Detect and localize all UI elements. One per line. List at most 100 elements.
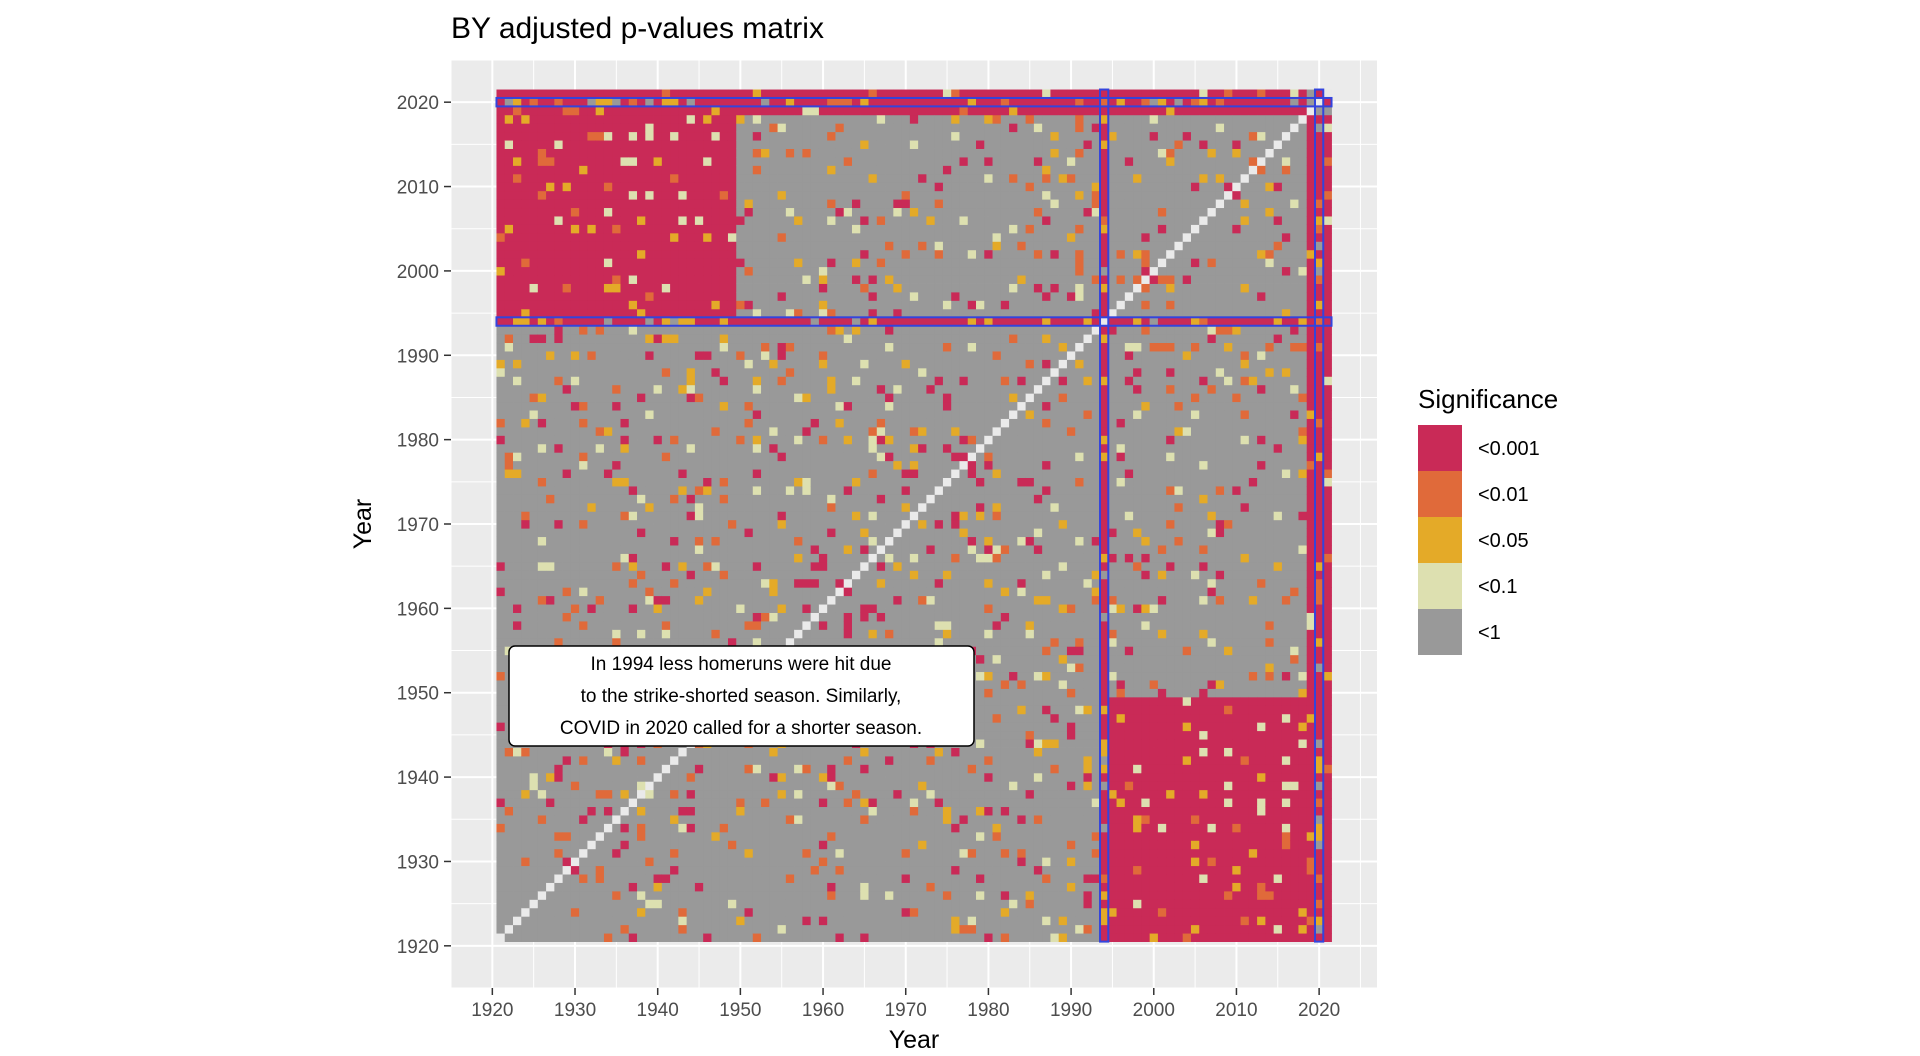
heatmap-cell: [711, 502, 721, 512]
heatmap-cell: [645, 165, 654, 175]
heatmap-cell: [835, 561, 845, 571]
heatmap-cell: [802, 401, 812, 411]
heatmap-cell: [711, 629, 721, 639]
heatmap-cell: [827, 199, 836, 209]
heatmap-cell: [686, 275, 696, 284]
heatmap-cell: [744, 190, 754, 200]
heatmap-cell: [579, 545, 588, 554]
heatmap-cell: [678, 216, 688, 225]
heatmap-cell: [661, 629, 671, 639]
heatmap-cell: [794, 308, 803, 318]
heatmap-cell: [529, 123, 539, 133]
heatmap-cell: [711, 283, 721, 293]
heatmap-cell: [777, 266, 787, 276]
heatmap-cell: [678, 815, 688, 824]
heatmap-cell: [579, 477, 588, 487]
heatmap-cell: [694, 106, 704, 116]
heatmap-cell: [678, 890, 688, 900]
heatmap-cell: [661, 376, 671, 386]
heatmap-cell: [661, 460, 671, 470]
heatmap-cell: [727, 157, 737, 166]
heatmap-cell: [603, 460, 613, 470]
heatmap-cell: [761, 823, 770, 833]
heatmap-cell: [537, 114, 547, 124]
heatmap-cell: [744, 384, 754, 394]
heatmap-cell: [496, 713, 506, 723]
heatmap-cell: [694, 182, 704, 192]
heatmap-cell: [595, 848, 605, 858]
heatmap-cell: [513, 207, 522, 217]
heatmap-cell: [827, 536, 836, 546]
heatmap-cell: [587, 798, 597, 808]
heatmap-cell: [785, 114, 795, 124]
heatmap-cell: [893, 815, 902, 824]
heatmap-cell: [802, 789, 812, 799]
heatmap-cell: [529, 933, 539, 942]
heatmap-cell: [496, 232, 506, 242]
heatmap-cell: [744, 241, 754, 251]
heatmap-cell: [587, 199, 597, 209]
heatmap-cell: [620, 545, 630, 554]
heatmap-cell: [587, 756, 597, 765]
heatmap-cell: [570, 292, 580, 301]
heatmap-cell: [628, 216, 638, 225]
heatmap-cell: [885, 536, 894, 546]
heatmap-cell: [777, 519, 787, 529]
heatmap-cell: [620, 806, 630, 816]
heatmap-cell: [868, 283, 878, 293]
heatmap-cell: [719, 789, 729, 799]
heatmap-cell: [885, 528, 894, 538]
heatmap-cell: [529, 410, 539, 419]
heatmap-cell: [860, 604, 869, 613]
heatmap-cell: [802, 519, 812, 529]
heatmap-cell: [777, 494, 787, 504]
heatmap-cell: [670, 519, 679, 529]
heatmap-cell: [570, 798, 580, 808]
heatmap-cell: [736, 435, 745, 445]
heatmap-cell: [645, 258, 654, 268]
heatmap-cell: [637, 123, 646, 133]
heatmap-cell: [868, 604, 878, 613]
heatmap-cell: [645, 384, 654, 394]
heatmap-cell: [620, 772, 630, 782]
heatmap-cell: [686, 114, 696, 124]
heatmap-cell: [537, 621, 547, 630]
heatmap-cell: [703, 469, 712, 478]
heatmap-cell: [752, 553, 762, 563]
heatmap-cell: [620, 190, 630, 200]
heatmap-cell: [661, 241, 671, 251]
heatmap-cell: [868, 224, 878, 234]
heatmap-cell: [794, 612, 803, 622]
heatmap-cell: [595, 460, 605, 470]
heatmap-cell: [868, 300, 878, 310]
heatmap-cell: [496, 426, 506, 436]
heatmap-cell: [802, 258, 812, 268]
heatmap-cell: [885, 131, 894, 141]
heatmap-cell: [603, 857, 613, 867]
heatmap-cell: [835, 393, 845, 403]
heatmap-cell: [694, 351, 704, 360]
heatmap-cell: [851, 367, 861, 377]
heatmap-cell: [711, 342, 721, 352]
heatmap-cell: [521, 401, 530, 411]
heatmap-cell: [678, 806, 688, 816]
heatmap-cell: [637, 604, 646, 613]
heatmap-cell: [595, 536, 605, 546]
heatmap-cell: [653, 899, 663, 909]
heatmap-cell: [554, 848, 564, 858]
heatmap-cell: [868, 258, 878, 268]
heatmap-cell: [694, 621, 704, 630]
heatmap-cell: [827, 907, 836, 917]
heatmap-cell: [761, 384, 770, 394]
heatmap-cell: [843, 916, 853, 926]
heatmap-cell: [637, 351, 646, 360]
heatmap-cell: [562, 131, 572, 141]
heatmap-cell: [661, 486, 671, 495]
heatmap-cell: [653, 890, 663, 900]
heatmap-cell: [603, 452, 613, 462]
heatmap-cell: [570, 831, 580, 841]
heatmap-cell: [513, 621, 522, 630]
heatmap-cell: [703, 275, 712, 284]
heatmap-cell: [496, 342, 506, 352]
heatmap-cell: [620, 308, 630, 318]
